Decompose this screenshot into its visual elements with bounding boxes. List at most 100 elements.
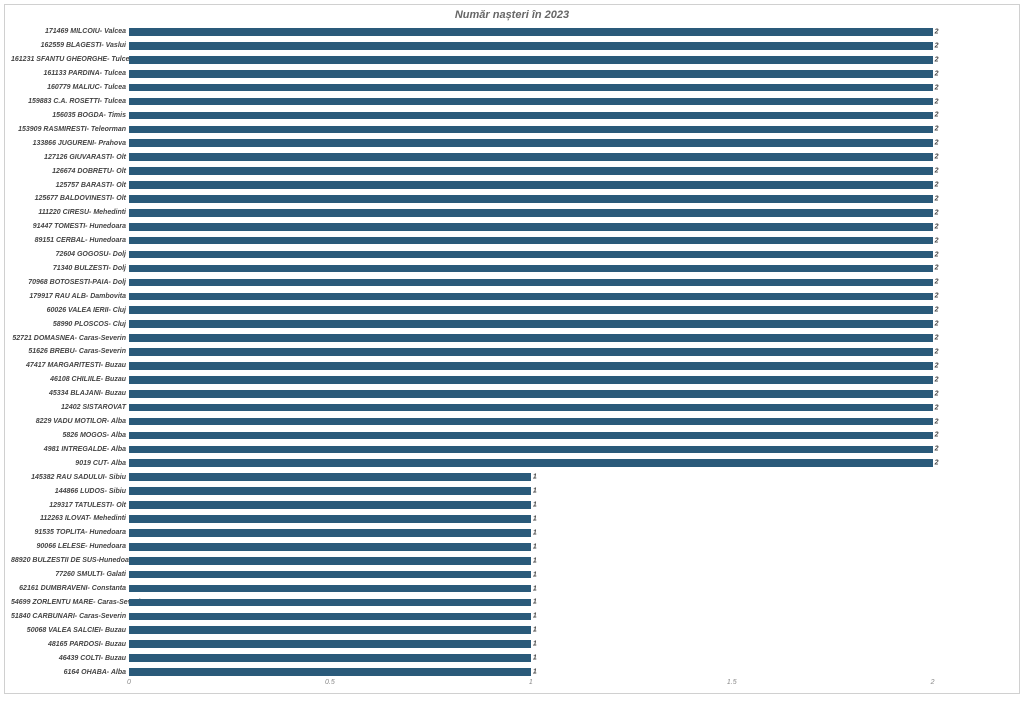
bar-value-label: 2 [935, 251, 939, 258]
chart-container: Număr nașteri în 2023 171469 MILCOIU- Va… [4, 4, 1020, 694]
bar-value-label: 2 [935, 209, 939, 216]
bar-track: 2 [129, 251, 1013, 259]
chart-title: Număr nașteri în 2023 [5, 5, 1019, 23]
y-axis-label: 153909 RASMIRESTI- Teleorman [11, 126, 129, 133]
bar [129, 543, 531, 551]
bar-row: 112263 ILOVAT- Mehedinti1 [11, 512, 1013, 526]
y-axis-label: 47417 MARGARITESTI- Buzau [11, 362, 129, 369]
bar-track: 1 [129, 473, 1013, 481]
bar-track: 1 [129, 515, 1013, 523]
y-axis-label: 159883 C.A. ROSETTI- Tulcea [11, 98, 129, 105]
bar [129, 153, 933, 161]
y-axis-label: 161231 SFANTU GHEORGHE- Tulcea [11, 56, 129, 63]
bar [129, 279, 933, 287]
x-axis-tick: 1.5 [727, 679, 737, 686]
bar [129, 293, 933, 301]
bar-value-label: 2 [935, 28, 939, 35]
y-axis-label: 133866 JUGURENI- Prahova [11, 140, 129, 147]
bar-row: 144866 LUDOS- Sibiu1 [11, 484, 1013, 498]
bar-track: 1 [129, 640, 1013, 648]
bar-row: 77260 SMULTI- Galati1 [11, 568, 1013, 582]
y-axis-label: 89151 CERBAL- Hunedoara [11, 237, 129, 244]
bar-value-label: 2 [935, 418, 939, 425]
y-axis-label: 12402 SISTAROVAT [11, 404, 129, 411]
bar-rows: 171469 MILCOIU- Valcea2162559 BLAGESTI- … [11, 25, 1013, 679]
x-axis-tick: 2 [931, 679, 935, 686]
y-axis-label: 50068 VALEA SALCIEI- Buzau [11, 627, 129, 634]
bar-track: 2 [129, 181, 1013, 189]
bar-track: 2 [129, 167, 1013, 175]
bar-track: 2 [129, 432, 1013, 440]
y-axis-label: 8229 VADU MOTILOR- Alba [11, 418, 129, 425]
bar-track: 2 [129, 418, 1013, 426]
y-axis-label: 127126 GIUVARASTI- Olt [11, 154, 129, 161]
bar-track: 1 [129, 668, 1013, 676]
bar [129, 459, 933, 467]
bar-row: 6164 OHABA- Alba1 [11, 665, 1013, 679]
y-axis-label: 5826 MOGOS- Alba [11, 432, 129, 439]
bar-value-label: 1 [533, 599, 537, 606]
bar [129, 265, 933, 273]
bar-track: 1 [129, 571, 1013, 579]
bar-track: 1 [129, 626, 1013, 634]
bar [129, 599, 531, 607]
bar [129, 515, 531, 523]
y-axis-label: 70968 BOTOSESTI-PAIA- Dolj [11, 279, 129, 286]
bar-row: 71340 BULZESTI- Dolj2 [11, 262, 1013, 276]
y-axis-label: 46439 COLTI- Buzau [11, 655, 129, 662]
bar-track: 2 [129, 265, 1013, 273]
bar-value-label: 1 [533, 669, 537, 676]
bar-track: 2 [129, 320, 1013, 328]
bar [129, 112, 933, 120]
bar-track: 1 [129, 543, 1013, 551]
bar-value-label: 2 [935, 237, 939, 244]
bar-value-label: 2 [935, 446, 939, 453]
bar-track: 2 [129, 390, 1013, 398]
bar-track: 1 [129, 501, 1013, 509]
bar-row: 90066 LELESE- Hunedoara1 [11, 540, 1013, 554]
bar-row: 156035 BOGDA- Timis 2 [11, 108, 1013, 122]
bar-row: 4981 INTREGALDE- Alba2 [11, 442, 1013, 456]
bar-value-label: 2 [935, 98, 939, 105]
bar-value-label: 2 [935, 112, 939, 119]
bar-row: 5826 MOGOS- Alba2 [11, 429, 1013, 443]
bar-value-label: 1 [533, 515, 537, 522]
bar-value-label: 1 [533, 488, 537, 495]
bar-track: 2 [129, 84, 1013, 92]
y-axis-label: 156035 BOGDA- Timis [11, 112, 129, 119]
bar-value-label: 1 [533, 543, 537, 550]
y-axis-label: 145382 RAU SADULUI- Sibiu [11, 474, 129, 481]
y-axis-label: 111220 CIRESU- Mehedinti [11, 209, 129, 216]
bar-row: 129317 TATULESTI- Olt1 [11, 498, 1013, 512]
bar-value-label: 1 [533, 502, 537, 509]
bar-track: 1 [129, 487, 1013, 495]
bar [129, 404, 933, 412]
bar-value-label: 2 [935, 265, 939, 272]
bar-row: 179917 RAU ALB- Dambovita2 [11, 289, 1013, 303]
plot-area: 171469 MILCOIU- Valcea2162559 BLAGESTI- … [5, 23, 1019, 693]
bar [129, 571, 531, 579]
bar [129, 223, 933, 231]
bar [129, 42, 933, 50]
bar-value-label: 2 [935, 460, 939, 467]
bar [129, 585, 531, 593]
bar-value-label: 1 [533, 627, 537, 634]
bar-track: 2 [129, 195, 1013, 203]
bar [129, 487, 531, 495]
bar-row: 46439 COLTI- Buzau1 [11, 651, 1013, 665]
bar-row: 162559 BLAGESTI- Vaslui2 [11, 39, 1013, 53]
x-axis-tick: 0.5 [325, 679, 335, 686]
bar [129, 613, 531, 621]
bar [129, 557, 531, 565]
bar-row: 51626 BREBU- Caras-Severin2 [11, 345, 1013, 359]
y-axis-label: 162559 BLAGESTI- Vaslui [11, 42, 129, 49]
bar-row: 52721 DOMASNEA- Caras-Severin2 [11, 331, 1013, 345]
bar-row: 47417 MARGARITESTI- Buzau2 [11, 359, 1013, 373]
y-axis-label: 54699 ZORLENTU MARE- Caras-Severin [11, 599, 129, 606]
bar-row: 171469 MILCOIU- Valcea2 [11, 25, 1013, 39]
bar-value-label: 2 [935, 335, 939, 342]
bar [129, 446, 933, 454]
bar-track: 2 [129, 209, 1013, 217]
bar [129, 362, 933, 370]
x-axis-tick: 0 [127, 679, 131, 686]
